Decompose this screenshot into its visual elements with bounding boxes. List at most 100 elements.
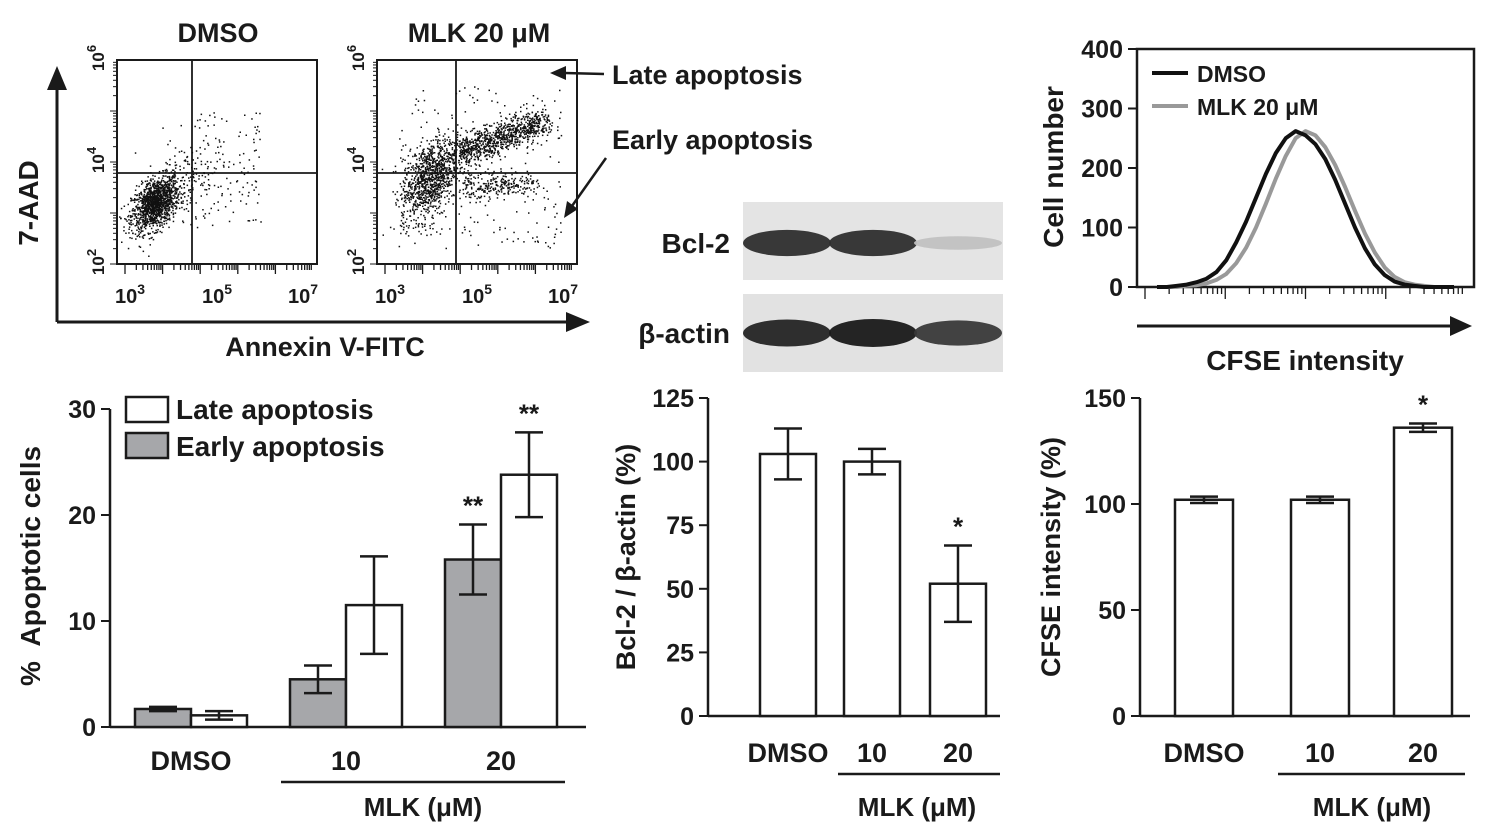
event-dot (166, 193, 168, 196)
event-dot (494, 143, 497, 145)
event-dot (514, 185, 517, 187)
event-dot (471, 146, 473, 148)
event-dot (452, 176, 455, 179)
event-dot (171, 201, 173, 203)
event-dot (468, 193, 471, 196)
event-dot (400, 157, 402, 159)
event-dot (154, 205, 157, 208)
event-dot (432, 217, 434, 219)
event-dot (444, 185, 447, 187)
event-dot (414, 170, 417, 173)
event-dot (501, 177, 504, 180)
event-dot (545, 127, 547, 129)
event-dot (523, 124, 526, 126)
y-tick-label: 25 (666, 639, 694, 667)
event-dot (131, 237, 133, 240)
event-dot (429, 225, 431, 227)
event-dot (415, 188, 417, 190)
event-dot (147, 200, 150, 202)
event-dot (435, 164, 438, 167)
event-dot (438, 205, 441, 208)
event-dot (447, 128, 450, 130)
event-dot (496, 152, 499, 154)
event-dot (438, 167, 440, 169)
event-dot (495, 145, 498, 147)
event-dot (530, 126, 532, 129)
event-dot (426, 201, 428, 204)
event-dot (156, 224, 158, 227)
event-dot (467, 148, 470, 150)
event-dot (522, 188, 524, 190)
event-dot (141, 200, 144, 203)
event-dot (472, 142, 475, 144)
event-dot (448, 192, 450, 195)
event-dot (159, 208, 162, 210)
event-dot (119, 216, 121, 218)
event-dot (471, 188, 473, 190)
event-dot (154, 192, 157, 194)
event-dot (144, 195, 146, 198)
event-dot (487, 182, 490, 184)
event-dot (492, 154, 494, 157)
event-dot (496, 121, 499, 124)
event-dot (469, 183, 471, 185)
event-dot (523, 130, 526, 132)
event-dot (141, 214, 144, 217)
event-dot (474, 139, 476, 141)
event-dot (460, 154, 462, 156)
event-dot (496, 181, 498, 183)
event-dot (454, 142, 456, 145)
event-dot (198, 178, 200, 180)
event-dot (218, 139, 221, 141)
event-dot (541, 130, 543, 132)
event-dot (440, 177, 442, 180)
event-dot (533, 121, 535, 123)
event-dot (499, 133, 501, 136)
event-dot (511, 140, 513, 142)
event-dot (128, 210, 131, 213)
event-dot (515, 130, 518, 133)
event-dot (465, 176, 467, 178)
event-dot (465, 129, 467, 132)
event-dot (381, 168, 384, 171)
event-dot (464, 182, 466, 184)
event-dot (515, 138, 518, 140)
event-dot (421, 171, 423, 173)
annotation-early-apoptosis: Early apoptosis (612, 125, 813, 155)
event-dot (456, 177, 458, 180)
event-dot (505, 138, 507, 141)
event-dot (164, 169, 167, 172)
event-dot (191, 151, 194, 154)
event-dot (424, 179, 426, 182)
category-label: 20 (943, 738, 973, 768)
event-dot (409, 201, 411, 203)
bcl2-ratio-bar-chart: Bcl-2 / β-actin (%) MLK (μM) 02550751001… (611, 385, 1000, 822)
event-dot (446, 148, 448, 150)
event-dot (157, 220, 160, 222)
event-dot (426, 234, 428, 237)
event-dot (477, 88, 479, 90)
event-dot (145, 205, 147, 207)
event-dot (420, 233, 422, 235)
event-dot (547, 226, 550, 228)
event-dot (138, 213, 140, 216)
event-dot (194, 125, 196, 128)
event-dot (424, 225, 426, 227)
event-dot (479, 142, 481, 144)
event-dot (416, 158, 418, 161)
event-dot (524, 188, 527, 190)
event-dot (447, 177, 450, 180)
event-dot (154, 209, 157, 212)
event-dot (536, 179, 539, 181)
event-dot (150, 222, 152, 225)
event-dot (134, 233, 137, 235)
event-dot (151, 202, 153, 204)
event-dot (428, 190, 430, 192)
event-dot (468, 196, 471, 198)
event-dot (484, 140, 487, 143)
event-dot (437, 140, 439, 143)
event-dot (145, 212, 147, 214)
event-dot (145, 221, 148, 223)
event-dot (447, 155, 449, 158)
event-dot (535, 115, 537, 118)
